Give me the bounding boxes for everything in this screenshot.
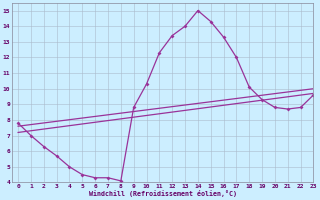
X-axis label: Windchill (Refroidissement éolien,°C): Windchill (Refroidissement éolien,°C) (89, 190, 236, 197)
